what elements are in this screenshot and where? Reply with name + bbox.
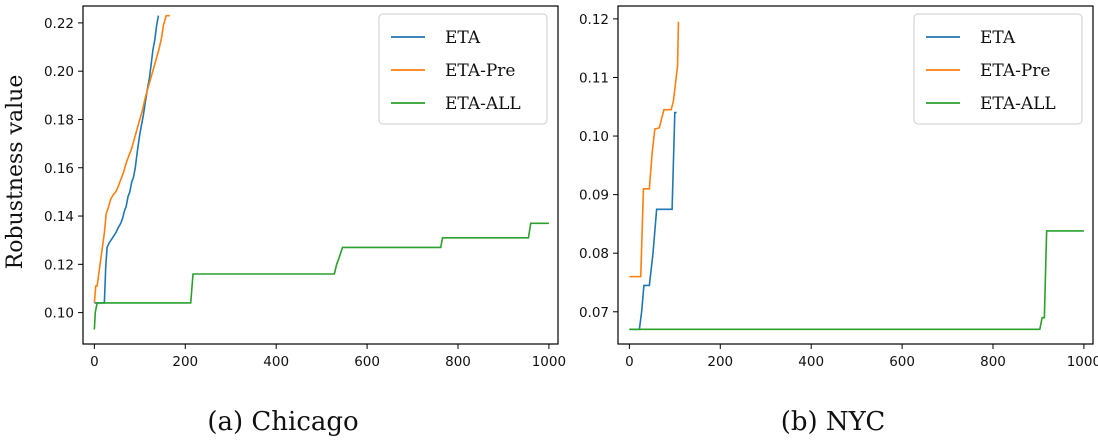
panel-caption: (b) NYC — [781, 407, 886, 437]
panel-caption: (a) Chicago — [207, 407, 358, 437]
x-tick-label: 1000 — [1067, 354, 1098, 370]
x-tick-label: 1000 — [532, 354, 566, 370]
y-tick-label: 0.16 — [44, 161, 74, 177]
y-tick-label: 0.22 — [44, 16, 74, 32]
legend-label-eta-all: ETA-ALL — [980, 94, 1056, 114]
series-line-eta — [629, 111, 677, 331]
x-tick-label: 200 — [172, 354, 198, 370]
y-tick-label: 0.10 — [44, 306, 74, 322]
x-tick-label: 800 — [445, 354, 471, 370]
legend-label-eta-all: ETA-ALL — [445, 94, 521, 114]
x-tick-label: 0 — [625, 354, 634, 370]
y-tick-label: 0.14 — [44, 209, 74, 225]
legend: ETA ETA-Pre ETA-ALL — [378, 13, 548, 125]
series-line-eta-all — [629, 230, 1084, 331]
legend-label-eta-pre: ETA-Pre — [980, 61, 1050, 81]
series-line-eta-pre — [629, 21, 680, 278]
x-tick-label: 800 — [980, 354, 1006, 370]
legend: ETA ETA-Pre ETA-ALL — [913, 13, 1083, 125]
legend-box — [913, 13, 1083, 125]
legend-label-eta-pre: ETA-Pre — [445, 61, 515, 81]
axes-frame — [82, 5, 559, 345]
y-tick-label: 0.09 — [579, 188, 609, 204]
legend-label-eta: ETA — [445, 28, 481, 48]
y-tick-label: 0.18 — [44, 112, 74, 128]
y-tick-label: 0.08 — [579, 246, 609, 262]
y-tick-label: 0.12 — [579, 12, 609, 28]
x-tick-label: 0 — [90, 354, 99, 370]
series-line-eta — [94, 15, 160, 304]
series-line-eta-pre — [93, 14, 170, 304]
axes-frame — [617, 5, 1094, 345]
y-tick-label: 0.12 — [44, 257, 74, 273]
x-tick-label: 200 — [707, 354, 733, 370]
x-tick-label: 600 — [889, 354, 915, 370]
legend-label-eta: ETA — [980, 28, 1016, 48]
chart-panel-1: 0 200 400 600 800 1000 0.10 0.12 0.14 0.16 0.18 0.2… — [3, 5, 566, 437]
x-tick-label: 400 — [798, 354, 824, 370]
y-tick-label: 0.20 — [44, 64, 74, 80]
legend-box — [378, 13, 548, 125]
y-axis-label: Robustness value — [3, 75, 28, 270]
y-tick-label: 0.11 — [579, 70, 609, 86]
chart-panel-2: 0 200 400 600 800 1000 0.07 0.08 0.09 0.10 0.11 0.1… — [579, 5, 1098, 437]
x-tick-label: 400 — [263, 354, 289, 370]
x-tick-label: 600 — [354, 354, 380, 370]
y-tick-label: 0.07 — [579, 305, 609, 321]
y-tick-label: 0.10 — [579, 129, 609, 145]
series-line-eta-all — [93, 222, 549, 330]
